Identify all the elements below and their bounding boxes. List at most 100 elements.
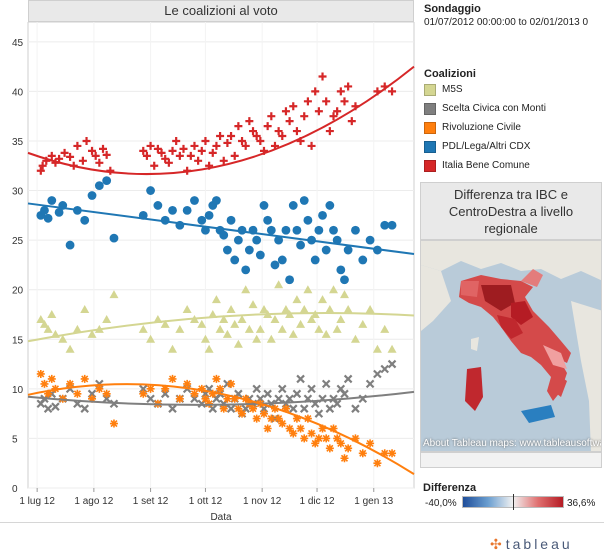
triangle-marker [226,305,236,314]
triangle-marker [318,295,328,304]
triangle-marker [277,324,287,333]
asterisk-marker [36,369,45,378]
circle-marker [40,205,49,215]
map-credit[interactable]: About Tableau maps: www.tableausoftware.… [423,438,601,449]
triangle-marker [299,305,309,314]
triangle-marker [58,334,68,343]
asterisk-marker [314,434,323,443]
x-tick-label: 1 nov 12 [243,496,282,507]
circle-marker [336,265,346,275]
triangle-marker [332,324,342,333]
plus-marker [322,97,331,106]
circle-marker [43,213,53,223]
sondaggio-range-filter[interactable]: 01/07/2012 00:00:00 to 02/01/2013 0 [424,17,589,28]
asterisk-marker [366,439,375,448]
y-tick-label: 10 [12,385,24,396]
plus-marker [340,97,349,106]
tableau-logo[interactable]: ✣ tableau [490,536,573,553]
triangle-marker [329,285,339,294]
asterisk-marker [95,384,104,393]
plus-marker [73,141,82,150]
y-tick-label: 30 [12,187,24,198]
asterisk-marker [329,424,338,433]
cross-marker [332,399,342,409]
asterisk-marker [216,384,225,393]
cross-marker [387,359,397,369]
asterisk-marker [252,414,261,423]
plus-marker [91,151,100,160]
cross-marker [252,384,261,394]
legend-item-pdl[interactable]: PDL/Lega/Altri CDX [424,139,530,155]
plus-marker [245,117,254,126]
triangle-marker [270,314,280,323]
map-scrollbar[interactable] [420,452,602,468]
circle-marker [351,225,360,235]
circle-marker [310,255,320,265]
circle-marker [102,176,112,186]
cross-marker [80,404,89,413]
cross-marker [325,404,335,413]
plus-marker [164,158,173,167]
asterisk-marker [230,394,239,403]
asterisk-marker [73,389,82,398]
cross-marker [340,389,349,399]
legend-label: Scelta Civica con Monti [442,103,546,114]
cross-marker [197,399,207,409]
triangle-marker [314,324,324,333]
legend-item-m5s[interactable]: M5S [424,82,463,98]
triangle-marker [248,300,258,309]
circle-marker [321,245,331,255]
trend-line [27,390,415,406]
triangle-marker [303,285,313,294]
plus-marker [47,151,56,160]
triangle-marker [36,314,46,323]
y-tick-label: 20 [12,286,24,297]
triangle-marker [87,329,97,338]
legend-item-rivoluzione-civile[interactable]: Rivoluzione Civile [424,120,521,136]
triangle-marker [168,344,178,353]
asterisk-marker [109,419,118,428]
legend-item-scelta-civica[interactable]: Scelta Civica con Monti [424,101,546,117]
asterisk-marker [234,404,243,413]
triangle-marker [358,319,368,328]
triangle-marker [233,339,243,348]
triangle-marker [281,305,291,314]
triangle-marker [387,344,397,353]
circle-marker [263,215,273,225]
italy-map-graphic [421,241,601,451]
plus-marker [179,144,188,153]
legend-label: Italia Bene Comune [442,160,530,171]
asterisk-marker [66,379,75,388]
asterisk-marker [259,409,268,418]
triangle-marker [244,324,254,333]
plus-marker [201,136,210,145]
asterisk-marker [47,374,56,383]
asterisk-marker [208,389,217,398]
differenza-min-label: -40,0% [425,498,457,509]
plus-marker [142,151,151,160]
asterisk-marker [318,424,327,433]
italy-map[interactable]: About Tableau maps: www.tableausoftware.… [420,240,602,452]
plus-marker [303,97,312,106]
legend-item-ibc[interactable]: Italia Bene Comune [424,158,530,174]
legend-swatch [424,84,436,96]
circle-marker [244,245,254,255]
asterisk-marker [168,374,177,383]
triangle-marker [307,314,317,323]
triangle-marker [252,334,262,343]
cross-marker [51,402,60,411]
asterisk-marker [340,454,349,463]
plus-marker [190,141,199,150]
plus-marker [388,87,397,96]
plus-marker [186,151,195,160]
triangle-marker [65,344,75,353]
cross-marker [307,384,316,394]
y-tick-label: 25 [12,236,24,247]
circle-marker [380,220,390,230]
circle-marker [182,205,192,215]
plus-marker [230,151,239,160]
asterisk-marker [300,434,309,443]
scatter-chart[interactable]: 0 5 10 15 20 25 30 35 40 45 1 lug 12 1 ago 12 1 set … [0,22,416,532]
cross-marker [296,374,305,384]
cross-marker [299,404,309,413]
